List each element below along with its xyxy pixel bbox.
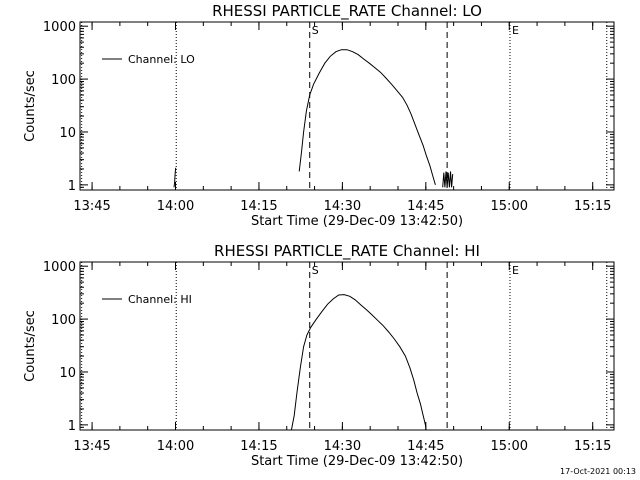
x-tick-label: 14:30 xyxy=(324,199,361,214)
series-line xyxy=(290,294,427,431)
legend-label: Channel: LO xyxy=(128,53,195,66)
x-tick-label: 15:15 xyxy=(574,199,611,214)
chart-panel-hi: RHESSI PARTICLE_RATE Channel: HI 1 10 100 10… xyxy=(23,242,615,469)
x-axis-label: Start Time (29-Dec-09 13:42:50) xyxy=(251,214,463,229)
chart-panel-lo: RHESSI PARTICLE_RATE Channel: LO 1 10 100 10… xyxy=(23,2,615,229)
x-tick-label: 15:00 xyxy=(491,199,528,214)
legend-label: Channel: HI xyxy=(128,293,192,306)
marker-label: E xyxy=(512,264,519,277)
y-tick-label: 1 xyxy=(68,419,76,434)
x-tick-label: 14:30 xyxy=(324,439,361,454)
marker-label: S xyxy=(312,24,319,37)
y-tick-label: 1000 xyxy=(43,20,76,35)
x-tick-label: 15:15 xyxy=(574,439,611,454)
plot-frame xyxy=(79,261,615,431)
y-tick-label: 100 xyxy=(51,313,76,328)
y-tick-label: 1 xyxy=(68,179,76,194)
y-axis-label: Counts/sec xyxy=(23,70,38,142)
series-line xyxy=(173,167,177,188)
x-tick-label: 14:15 xyxy=(240,199,277,214)
footer-date: 17-Oct-2021 00:13 xyxy=(560,467,636,476)
series-line xyxy=(298,49,436,186)
marker-label: S xyxy=(312,264,319,277)
x-tick-label: 14:45 xyxy=(407,199,444,214)
plot-frame xyxy=(79,21,615,191)
y-tick-label: 10 xyxy=(59,366,76,381)
x-tick-label: 15:00 xyxy=(491,439,528,454)
marker-label: E xyxy=(512,24,519,37)
x-axis-label: Start Time (29-Dec-09 13:42:50) xyxy=(251,454,463,469)
x-tick-label: 14:15 xyxy=(240,439,277,454)
x-tick-label: 14:45 xyxy=(407,439,444,454)
series-line xyxy=(442,171,454,188)
y-axis-label: Counts/sec xyxy=(23,310,38,382)
y-tick-label: 1000 xyxy=(43,260,76,275)
x-tick-label: 13:45 xyxy=(73,439,110,454)
chart-title: RHESSI PARTICLE_RATE Channel: LO xyxy=(212,2,482,21)
y-tick-label: 10 xyxy=(59,126,76,141)
y-tick-label: 100 xyxy=(51,73,76,88)
x-tick-label: 14:00 xyxy=(157,439,194,454)
x-tick-label: 14:00 xyxy=(157,199,194,214)
chart-title: RHESSI PARTICLE_RATE Channel: HI xyxy=(214,242,480,261)
x-tick-label: 13:45 xyxy=(73,199,110,214)
